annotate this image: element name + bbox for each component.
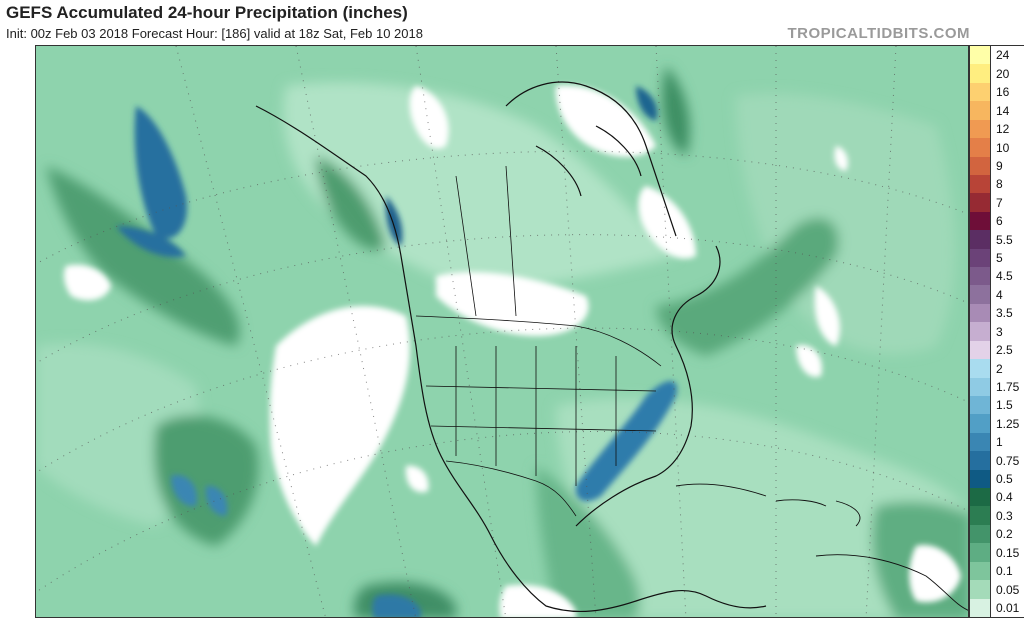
legend-swatch: [969, 341, 991, 359]
legend-label: 20: [996, 66, 1010, 81]
legend-swatch: [969, 46, 991, 64]
legend-label: 9: [996, 159, 1003, 173]
legend-swatch: [969, 285, 991, 304]
heavy-precip-areas: [116, 86, 677, 617]
legend-swatch: [969, 433, 991, 451]
legend-swatch: [969, 414, 991, 433]
legend-swatch: [969, 249, 991, 267]
legend-swatch: [969, 212, 991, 230]
legend-swatch: [969, 83, 991, 101]
legend-label: 5: [996, 251, 1003, 265]
legend-swatch: [969, 267, 991, 285]
chart-title: GEFS Accumulated 24-hour Precipitation (…: [6, 3, 408, 22]
legend-label: 8: [996, 177, 1003, 191]
legend-label: 4.5: [996, 269, 1013, 283]
legend-swatch: [969, 193, 991, 212]
precipitation-legend: 24 20 16 14 12 10 9 8 7 6 5.5 5 4.5 4 3.5 3 2.5 2 1.75 1.5 1…: [969, 45, 1024, 618]
legend-label: 2: [996, 361, 1003, 376]
legend-label: 0.4: [996, 490, 1013, 504]
legend-label: 3.5: [996, 306, 1013, 320]
precip-field: [36, 66, 968, 617]
legend-swatch: [969, 470, 991, 488]
legend-label: 0.2: [996, 527, 1013, 541]
legend-swatch: [969, 506, 991, 525]
legend-swatch: [969, 120, 991, 138]
legend-label: 0.3: [996, 508, 1013, 523]
legend-label: 7: [996, 195, 1003, 210]
legend-swatch: [969, 157, 991, 175]
graticule: [36, 46, 968, 617]
legend-swatch: [969, 230, 991, 249]
legend-swatch: [969, 451, 991, 470]
legend-label: 24: [996, 48, 1010, 62]
legend-swatch: [969, 599, 991, 617]
legend-label: 14: [996, 103, 1010, 118]
legend-label: 0.75: [996, 453, 1020, 468]
legend-label: 4: [996, 287, 1003, 302]
legend-label: 10: [996, 140, 1010, 155]
legend-swatch: [969, 175, 991, 193]
dry-areas: [63, 85, 961, 617]
legend-label: 1.5: [996, 398, 1013, 412]
legend-swatch: [969, 562, 991, 580]
legend-label: 2.5: [996, 343, 1013, 357]
legend-swatch: [969, 359, 991, 378]
map-canvas: [36, 46, 968, 617]
legend-swatch: [969, 138, 991, 157]
legend-label: 5.5: [996, 232, 1013, 247]
precipitation-map: [35, 45, 969, 618]
legend-swatch: [969, 304, 991, 322]
legend-swatch: [969, 580, 991, 599]
legend-label: 0.05: [996, 582, 1020, 597]
caribbean-islands: [675, 483, 968, 611]
legend-label: 6: [996, 214, 1003, 228]
legend-swatch: [969, 543, 991, 562]
legend-swatch: [969, 322, 991, 341]
legend-label: 0.5: [996, 472, 1013, 486]
legend-swatch: [969, 101, 991, 120]
legend-swatch: [969, 396, 991, 414]
legend-label: 12: [996, 122, 1010, 136]
legend-label: 3: [996, 324, 1003, 339]
legend-label: 0.1: [996, 564, 1013, 578]
legend-label: 0.01: [996, 601, 1020, 615]
legend-label: 1.75: [996, 380, 1020, 394]
coastlines: [255, 81, 767, 613]
legend-swatch: [969, 378, 991, 396]
legend-swatch: [969, 488, 991, 506]
legend-swatch: [969, 525, 991, 543]
legend-label: 16: [996, 85, 1010, 99]
init-forecast-info: Init: 00z Feb 03 2018 Forecast Hour: [18…: [6, 26, 423, 41]
site-watermark: TROPICALTIDBITS.COM: [787, 25, 970, 42]
legend-label: 1.25: [996, 416, 1020, 431]
political-borders: [415, 165, 662, 517]
legend-label: 1: [996, 435, 1003, 449]
legend-label: 0.15: [996, 545, 1020, 560]
legend-swatch: [969, 64, 991, 83]
